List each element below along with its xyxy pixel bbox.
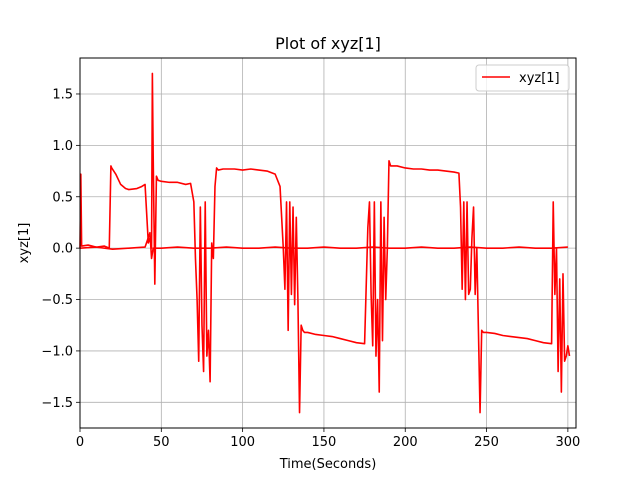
x-tick-label: 250 bbox=[474, 435, 499, 450]
series-line-0 bbox=[79, 72, 571, 414]
y-tick-label: 1.0 bbox=[52, 139, 73, 154]
chart-title: Plot of xyz[1] bbox=[275, 34, 381, 53]
legend: xyz[1] bbox=[475, 64, 570, 92]
x-tick-label: 0 bbox=[76, 435, 84, 450]
series-line-1 bbox=[79, 231, 568, 260]
y-tick-label: −1.5 bbox=[41, 396, 73, 411]
x-axis-label: Time(Seconds) bbox=[279, 457, 377, 472]
x-tick-label: 50 bbox=[153, 435, 170, 450]
legend-label: xyz[1] bbox=[519, 71, 560, 86]
y-tick-label: 1.5 bbox=[52, 87, 73, 102]
y-tick-label: −1.0 bbox=[41, 344, 73, 359]
y-tick-label: −0.5 bbox=[41, 293, 73, 308]
legend-box bbox=[475, 64, 570, 92]
y-tick-label: 0.0 bbox=[52, 242, 73, 257]
plot-frame bbox=[79, 57, 577, 429]
y-tick-label: 0.5 bbox=[52, 190, 73, 205]
series-layer bbox=[79, 72, 571, 414]
y-axis-label: xyz[1] bbox=[17, 223, 32, 264]
x-tick-label: 150 bbox=[312, 435, 337, 450]
x-tick-label: 300 bbox=[555, 435, 580, 450]
x-tick-label: 100 bbox=[230, 435, 255, 450]
x-tick-label: 200 bbox=[393, 435, 418, 450]
ticks: 0 50 100 150 200 250 300 −1.5 −1.0 −0.5 0.0 0.5 1.0 1… bbox=[41, 87, 580, 450]
